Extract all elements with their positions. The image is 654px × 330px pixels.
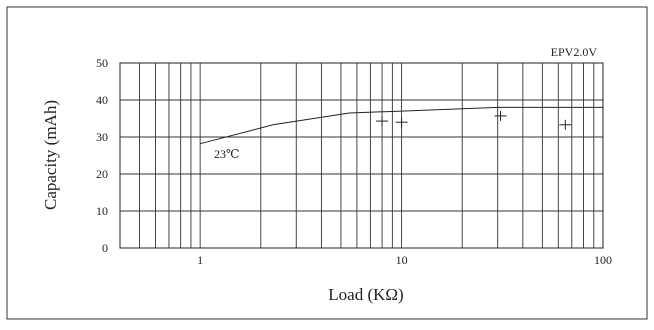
data-marker (395, 117, 408, 128)
data-marker (494, 110, 507, 121)
temperature-label: 23℃ (214, 147, 239, 161)
x-axis-title: Load (KΩ) (328, 285, 403, 304)
plot-border (119, 62, 604, 249)
y-tick-label: 0 (102, 241, 108, 255)
capacity-curve (200, 106, 603, 145)
tick-labels: 0 10 20 30 40 50 1 10 100 (96, 56, 612, 267)
x-tick-label: 1 (197, 253, 203, 267)
data-marker (559, 119, 572, 130)
y-tick-label: 10 (96, 204, 108, 218)
y-tick-label: 20 (96, 167, 108, 181)
x-tick-label: 10 (396, 253, 408, 267)
outer-border (6, 6, 648, 320)
data-marker (376, 116, 389, 127)
condition-annotation: EPV2.0V (551, 45, 598, 59)
markers-layer (376, 110, 572, 130)
x-tick-label: 100 (594, 253, 612, 267)
y-tick-label: 40 (96, 93, 108, 107)
y-axis-title: Capacity (mAh) (41, 100, 60, 210)
y-tick-label: 50 (96, 56, 108, 70)
y-tick-label: 30 (96, 130, 108, 144)
grid (119, 62, 603, 249)
series-layer (200, 106, 603, 145)
